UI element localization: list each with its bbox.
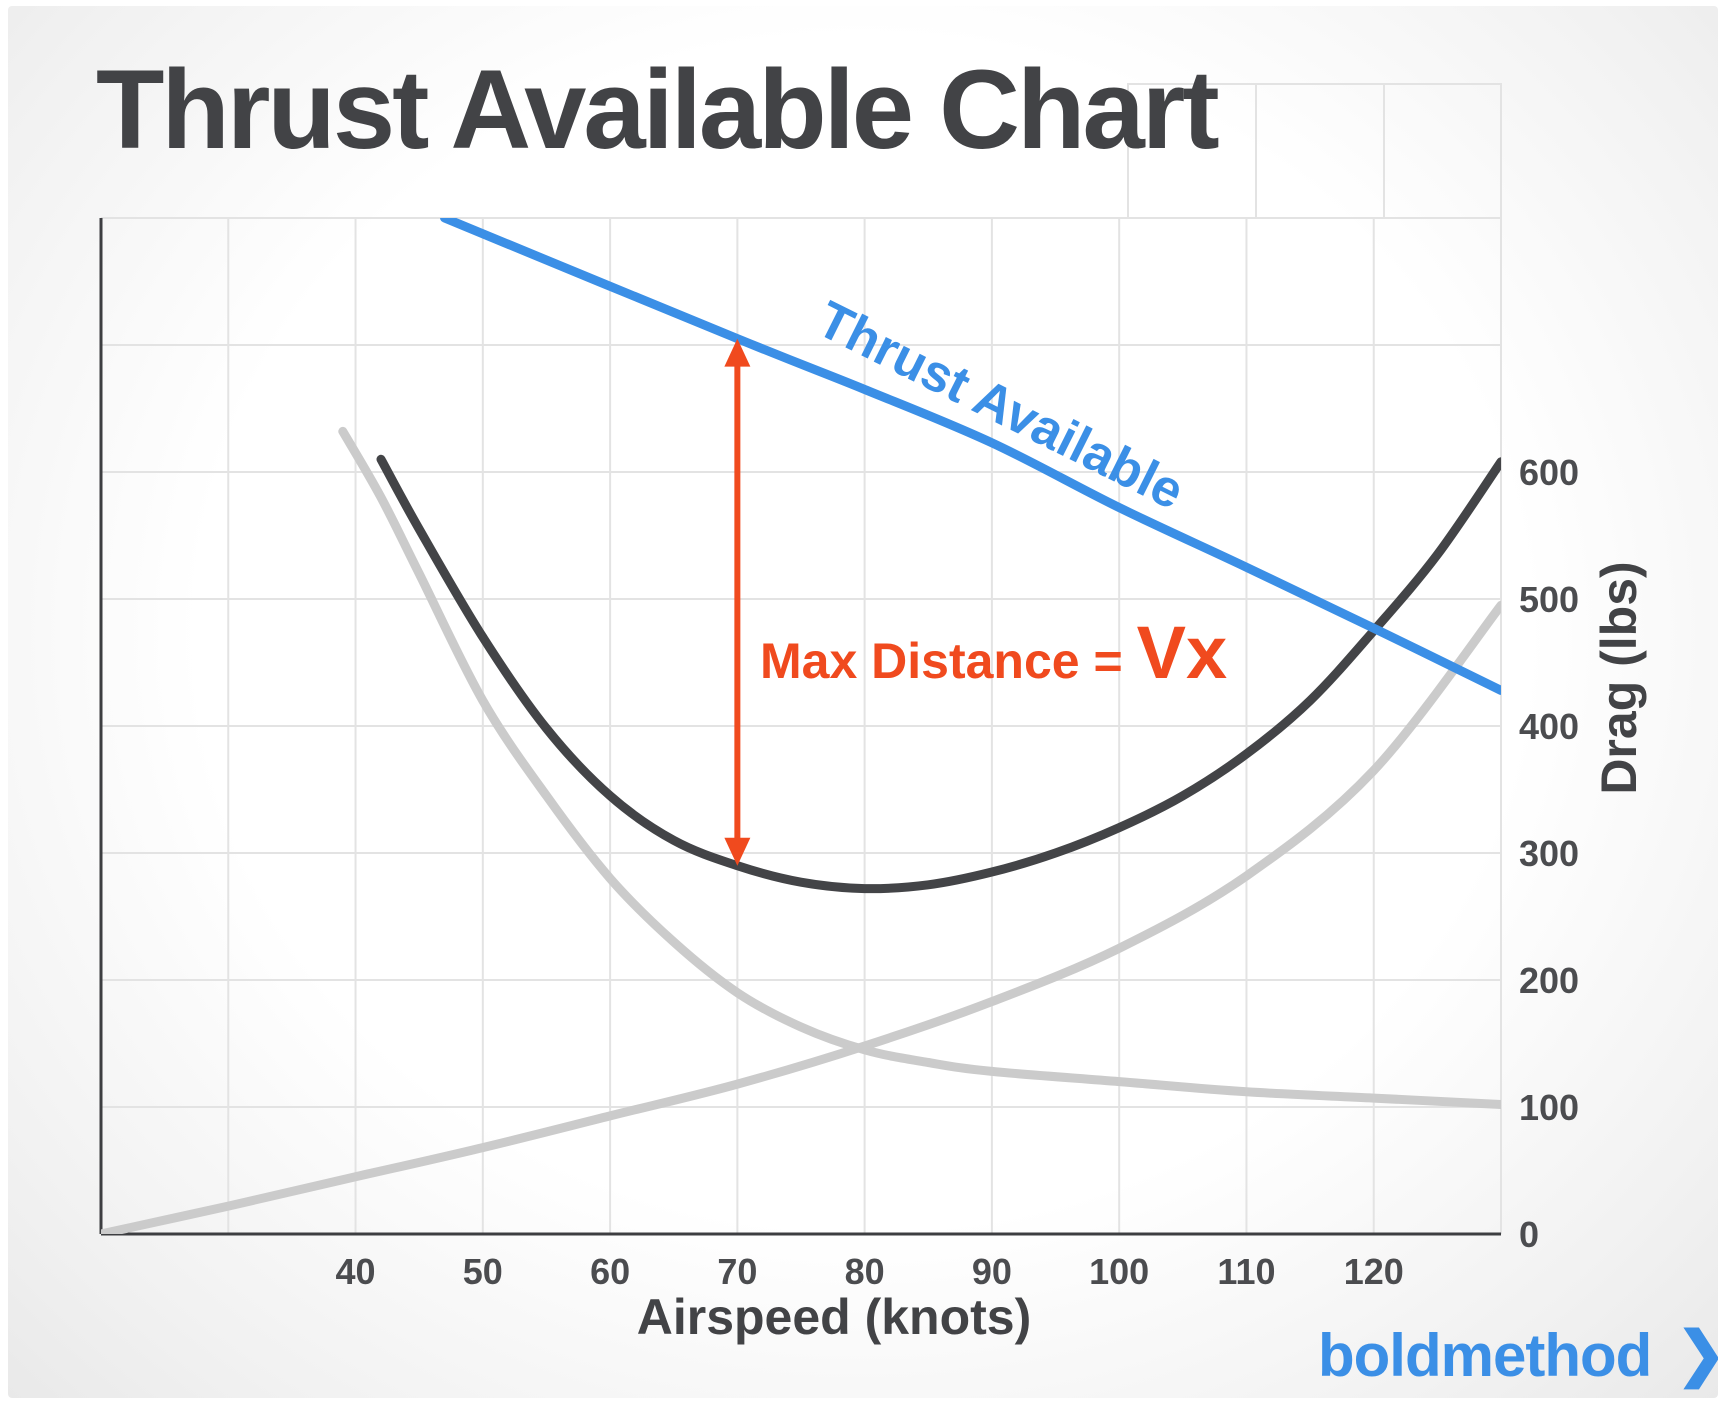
thrust-available-series-label: Thrust Available (808, 290, 1192, 521)
vx-arrow-head-bottom (724, 837, 751, 866)
boldmethod-logo[interactable]: boldmethod ❯ (1318, 1320, 1718, 1390)
x-tick-label: 60 (590, 1251, 630, 1292)
x-tick-label: 100 (1089, 1251, 1149, 1292)
y-tick-label: 200 (1519, 960, 1579, 1001)
y-tick-label: 300 (1519, 833, 1579, 874)
boldmethod-wordmark: boldmethod (1318, 1322, 1651, 1389)
y-axis-label: Drag (lbs) (1591, 561, 1647, 794)
x-tick-label: 40 (336, 1251, 376, 1292)
vx-arrow-head-top (724, 338, 751, 367)
tick-labels: 40 50 60 70 80 90 100 110 120 0 100 200 300 400 500 600 (336, 452, 1580, 1292)
axes (99, 218, 1501, 1236)
grid-line-top-right (1127, 83, 1502, 219)
induced-drag-curve (338, 426, 1501, 1109)
x-tick-label: 110 (1217, 1251, 1275, 1292)
chart-title: Thrust Available Chart (96, 47, 1218, 172)
series-layer (101, 218, 1501, 1234)
thrust-available-line (440, 218, 1501, 695)
chevron-right-icon: ❯ (1676, 1320, 1718, 1390)
x-tick-label: 70 (717, 1251, 757, 1292)
y-tick-label: 400 (1519, 706, 1579, 747)
x-tick-label: 80 (845, 1251, 885, 1292)
x-tick-label: 50 (463, 1251, 503, 1292)
x-tick-label: 90 (972, 1251, 1012, 1292)
vx-label: Vx (1137, 611, 1228, 694)
x-tick-label: 120 (1344, 1251, 1404, 1292)
y-tick-label: 100 (1519, 1087, 1579, 1128)
thrust-available-chart: 40 50 60 70 80 90 100 110 120 0 100 200 300 400 500 600… (96, 47, 1718, 1390)
parasite-drag-curve (101, 600, 1501, 1234)
y-tick-label: 0 (1519, 1214, 1539, 1255)
x-axis-label: Airspeed (knots) (637, 1289, 1032, 1345)
y-tick-label: 500 (1519, 579, 1579, 620)
total-drag-curve (376, 454, 1501, 894)
max-distance-text: Max Distance = (760, 633, 1123, 689)
chart-frame: 40 50 60 70 80 90 100 110 120 0 100 200 300 400 500 600… (8, 6, 1718, 1398)
max-distance-annotation: Max Distance = Vx (760, 611, 1227, 694)
annotation-layer (724, 338, 751, 866)
y-tick-label: 600 (1519, 452, 1579, 493)
